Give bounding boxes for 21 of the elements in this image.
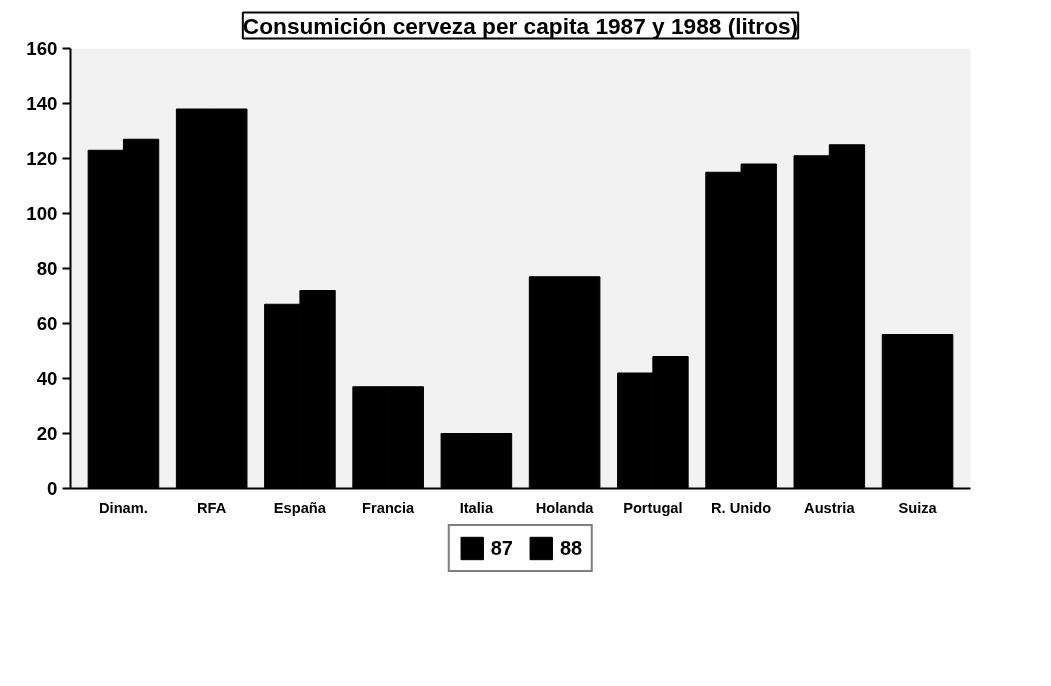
x-tick-label: Italia [459,499,494,516]
x-tick-label: Francia [362,499,416,516]
y-tick-label: 120 [26,148,58,169]
y-tick-label: 100 [26,203,58,224]
x-tick-label: Austria [804,499,856,516]
y-tick-label: 80 [36,258,58,279]
x-tick-label: RFA [197,499,227,516]
x-tick-label: Suiza [898,499,938,516]
y-tick-label: 20 [36,423,58,444]
y-tick-label: 40 [36,368,58,389]
x-tick-label: Holanda [535,499,595,516]
x-tick-label: R. Unido [710,499,772,516]
legend-label: 88 [560,536,583,560]
y-tick-label: 160 [26,38,58,59]
x-tick-label: Portugal [623,499,683,516]
x-tick-label: España [273,499,327,516]
y-tick-label: 140 [26,93,58,114]
x-tick-label: Dinam. [99,499,148,516]
y-tick-label: 60 [36,313,58,334]
y-tick-label: 0 [47,478,58,499]
legend-label: 87 [490,536,513,560]
